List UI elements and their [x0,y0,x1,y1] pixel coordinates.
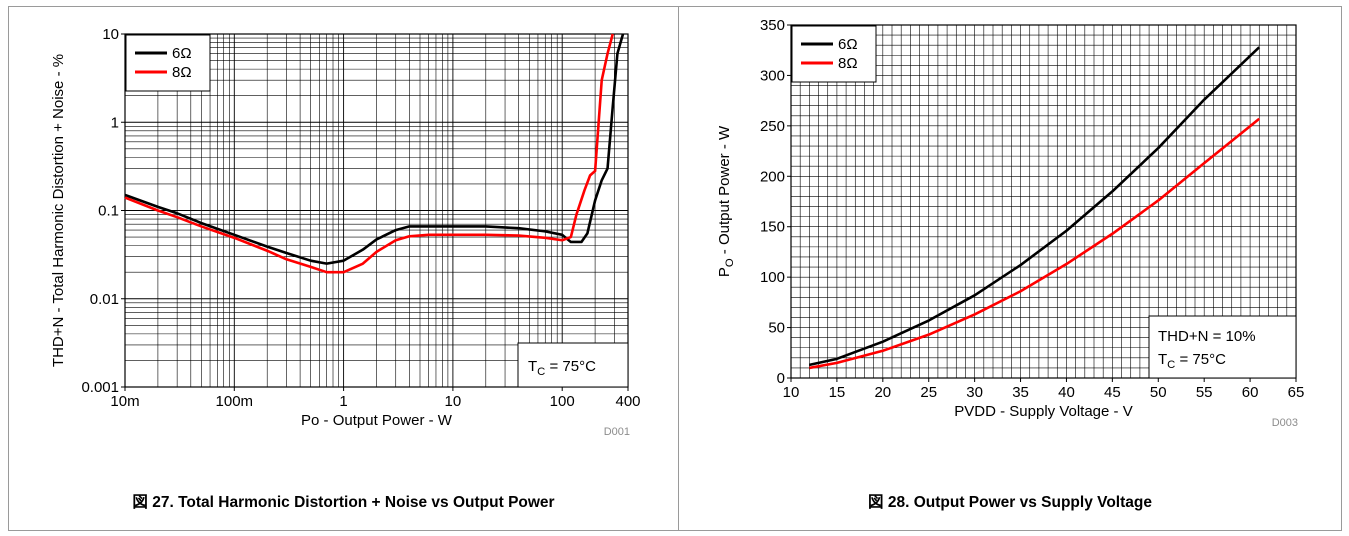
x-tick-label: 10 [445,393,462,410]
legend-label: 6Ω [172,45,192,62]
caption-text: 27. Total Harmonic Distortion + Noise vs… [152,494,554,511]
y-tick-label: 0.1 [98,203,119,220]
caption-text: 28. Output Power vs Supply Voltage [888,494,1152,511]
y-axis-title: THD+N - Total Harmonic Distortion + Nois… [50,54,67,367]
legend-label: 8Ω [172,64,192,81]
page-frame: 10m 100m 1 10 100 400 0.001 0.01 0.1 1 10 6Ω 8Ω Po - … [8,6,1342,531]
x-tick-label: 65 [1288,384,1305,401]
caption-prefix: 図 [868,493,884,511]
x-tick-label: 100m [216,393,254,410]
y-axis-title: PO - Output Power - W [716,125,736,277]
thd-condition-label: THD+N = 10% [1158,328,1256,345]
annotation-box: THD+N = 10%TC = 75°C [1149,316,1296,378]
figure-id: D001 [604,426,630,438]
x-tick-label: 40 [1058,384,1075,401]
annotation-box: TC = 75°C [518,343,628,387]
x-tick-label: 20 [874,384,891,401]
y-tick-label: 350 [760,17,785,34]
x-tick-label: 30 [966,384,983,401]
y-tick-label: 100 [760,269,785,286]
x-tick-label: 100 [550,393,575,410]
x-tick-label: 35 [1012,384,1029,401]
power-vs-voltage-chart: 10 15 20 25 30 35 40 45 50 55 60 65 0 50 100 150 200 250 3… [679,7,1341,467]
y-tick-label: 0 [777,370,785,387]
x-tick-label: 1 [339,393,347,410]
x-tick-label: 50 [1150,384,1167,401]
legend-box [792,26,876,82]
legend-label: 8Ω [838,55,858,72]
x-tick-label: 25 [920,384,937,401]
figure-thd-vs-power: 10m 100m 1 10 100 400 0.001 0.01 0.1 1 10 6Ω 8Ω Po - … [9,7,678,530]
figure-power-vs-voltage: 10 15 20 25 30 35 40 45 50 55 60 65 0 50 100 150 200 250 3… [679,7,1341,530]
x-tick-label: 15 [829,384,846,401]
x-axis-title: PVDD - Supply Voltage - V [954,403,1132,420]
x-tick-label: 400 [615,393,640,410]
y-tick-label: 150 [760,219,785,236]
x-tick-label: 45 [1104,384,1121,401]
y-tick-label: 250 [760,118,785,135]
legend-label: 6Ω [838,36,858,53]
legend-box [126,35,210,91]
y-tick-label: 0.001 [81,379,119,396]
y-tick-label: 300 [760,67,785,84]
x-tick-label: 55 [1196,384,1213,401]
x-axis-title: Po - Output Power - W [301,412,453,429]
x-tick-label: 60 [1242,384,1259,401]
x-tick-label: 10 [783,384,800,401]
caption-prefix: 図 [132,493,148,511]
y-tick-label: 50 [768,320,785,337]
figure-28-caption: 図 28. Output Power vs Supply Voltage [679,490,1341,512]
figure-id: D003 [1272,417,1298,429]
figure-27-caption: 図 27. Total Harmonic Distortion + Noise … [9,490,678,512]
y-tick-label: 10 [102,26,119,43]
y-tick-label: 200 [760,168,785,185]
y-tick-label: 0.01 [90,291,119,308]
y-tick-label: 1 [111,114,119,131]
